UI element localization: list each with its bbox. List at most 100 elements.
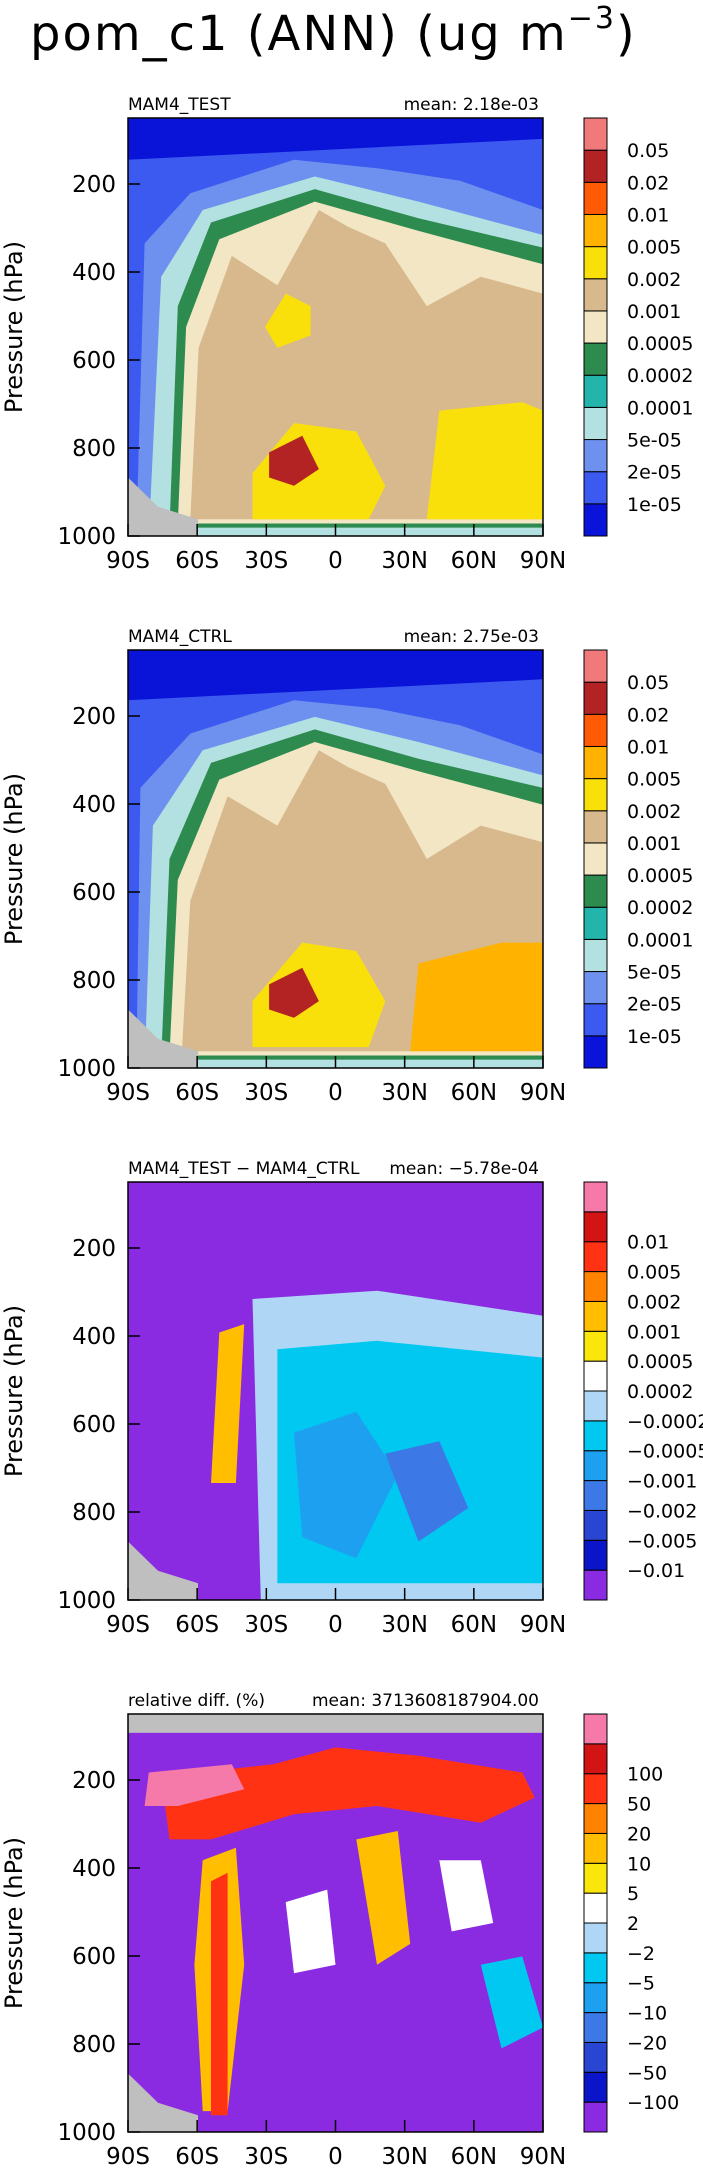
colorbar-label: 5 bbox=[627, 1883, 639, 1905]
colorbar-swatch bbox=[583, 971, 608, 1005]
colorbar-swatch bbox=[583, 2041, 608, 2073]
y-tick-label: 800 bbox=[72, 2032, 116, 2058]
contour-region bbox=[410, 942, 543, 1052]
contour-region bbox=[269, 435, 319, 486]
contour-region bbox=[269, 967, 319, 1018]
colorbar-swatch bbox=[583, 1803, 608, 1834]
contour-region bbox=[356, 1831, 411, 1965]
colorbar-label: 1e-05 bbox=[627, 494, 682, 516]
colorbar-label: 0.01 bbox=[627, 736, 669, 758]
colorbar-label: 2 bbox=[627, 1913, 639, 1935]
missing-data-region bbox=[128, 2073, 198, 2132]
colorbar-swatch bbox=[583, 2101, 608, 2133]
colorbar-swatch bbox=[583, 1300, 608, 1332]
contour-region bbox=[265, 293, 311, 348]
colorbar-swatch bbox=[583, 1539, 608, 1571]
x-tick-label: 60N bbox=[451, 1080, 497, 1106]
y-tick-label: 200 bbox=[72, 172, 116, 198]
colorbar-swatch bbox=[583, 246, 608, 280]
colorbar-label: 0.0002 bbox=[627, 365, 693, 387]
colorbar-swatch bbox=[583, 471, 608, 505]
x-tick-label: 90N bbox=[520, 2144, 566, 2170]
colorbar-swatch bbox=[583, 1330, 608, 1362]
colorbar-label: −5 bbox=[627, 1973, 655, 1995]
contour-region bbox=[252, 942, 386, 1048]
colorbar-label: −0.0002 bbox=[627, 1411, 703, 1433]
colorbar-2: 1e-05 2e-05 5e-05 0.0001 0.0002 0.0005 0.001 0.… bbox=[583, 649, 693, 1069]
colorbar-swatch bbox=[583, 1003, 608, 1037]
x-tick-label: 60S bbox=[175, 1612, 219, 1638]
colorbar-label: 0.001 bbox=[627, 301, 681, 323]
colorbar-swatch bbox=[583, 1862, 608, 1894]
colorbar-label: 0.0005 bbox=[627, 333, 693, 355]
contour-region bbox=[480, 1956, 543, 2049]
colorbar-label: 0.002 bbox=[627, 269, 681, 291]
panel-2: MAM4_CTRL mean: 2.75e-03 90S 60S 30S 0 30N 60N 9… bbox=[0, 627, 693, 1106]
x-tick-label: 60S bbox=[175, 2144, 219, 2170]
x-tick-label: 30S bbox=[244, 2144, 288, 2170]
colorbar-3: −0.01 −0.005 −0.002 −0.001 −0.0005 −0.0002 0.0… bbox=[583, 1181, 703, 1601]
colorbar-label: 0.0005 bbox=[627, 865, 693, 887]
y-axis-label: Pressure (hPa) bbox=[0, 241, 28, 413]
colorbar-swatch bbox=[583, 117, 608, 151]
colorbar-swatch bbox=[583, 874, 608, 908]
y-tick-label: 800 bbox=[72, 436, 116, 462]
colorbar-swatch bbox=[583, 2012, 608, 2043]
colorbar-label: 0.005 bbox=[627, 769, 681, 791]
x-tick-label: 90N bbox=[520, 1080, 566, 1106]
colorbar-swatch bbox=[583, 1480, 608, 1511]
x-tick-label: 0 bbox=[328, 2144, 343, 2170]
x-tick-label: 90S bbox=[106, 548, 150, 574]
colorbar-label: −50 bbox=[627, 2062, 667, 2084]
y-tick-label: 600 bbox=[72, 1944, 116, 1970]
y-tick-label: 600 bbox=[72, 348, 116, 374]
x-tick-label: 60S bbox=[175, 1080, 219, 1106]
x-tick-label: 90S bbox=[106, 2144, 150, 2170]
colorbar-label: 0.01 bbox=[627, 1232, 669, 1254]
colorbar-swatch bbox=[583, 406, 608, 441]
colorbar-label: 0.0001 bbox=[627, 397, 693, 419]
colorbar-label: −10 bbox=[627, 2003, 667, 2025]
colorbar-label: 0.01 bbox=[627, 204, 669, 226]
colorbar-swatch bbox=[583, 181, 608, 215]
colorbar-label: −2 bbox=[627, 1943, 655, 1965]
panel-left-title: MAM4_CTRL bbox=[128, 627, 232, 647]
colorbar-swatch bbox=[583, 1892, 608, 1924]
colorbar-swatch bbox=[583, 713, 608, 747]
contour-region bbox=[211, 1872, 228, 2116]
contour-fills-2 bbox=[128, 679, 543, 1068]
colorbar-swatch bbox=[583, 310, 608, 344]
colorbar-label: −20 bbox=[627, 2032, 667, 2054]
colorbar-label: 0.02 bbox=[627, 704, 669, 726]
colorbar-label: 0.02 bbox=[627, 172, 669, 194]
colorbar-swatch bbox=[583, 938, 608, 973]
colorbar-swatch bbox=[583, 1952, 608, 1984]
figure-title: pom_c1 (ANN) (ug m−3) bbox=[30, 1, 637, 62]
colorbar-label: 5e-05 bbox=[627, 962, 682, 984]
panel-1: MAM4_TEST mean: 2.18e-03 90S 60S 30S 0 30N 60N 9… bbox=[0, 95, 693, 574]
colorbar-swatch bbox=[583, 1832, 608, 1864]
colorbar-swatch bbox=[583, 1360, 608, 1392]
y-tick-label: 200 bbox=[72, 1768, 116, 1794]
colorbar-swatch bbox=[583, 503, 608, 537]
colorbar-swatch bbox=[583, 1035, 608, 1069]
colorbar-swatch bbox=[583, 778, 608, 812]
colorbar-label: 0.0005 bbox=[627, 1351, 693, 1373]
colorbar-label: 50 bbox=[627, 1794, 651, 1816]
colorbar-label: −0.002 bbox=[627, 1500, 697, 1522]
y-tick-label: 400 bbox=[72, 792, 116, 818]
y-tick-label: 1000 bbox=[57, 524, 116, 550]
y-axis-label: Pressure (hPa) bbox=[0, 773, 28, 945]
x-tick-label: 30N bbox=[381, 1080, 427, 1106]
colorbar-label: 0.05 bbox=[627, 672, 669, 694]
colorbar-swatch bbox=[583, 1713, 608, 1745]
missing-data-region bbox=[128, 1009, 198, 1068]
contour-fills-4 bbox=[128, 1714, 543, 2132]
colorbar-label: 0.005 bbox=[627, 1262, 681, 1284]
colorbar-4: −100 −50 −20 −10 −5 −2 2 5 10 20 50 100 bbox=[583, 1713, 679, 2133]
x-tick-label: 0 bbox=[328, 1612, 343, 1638]
x-tick-label: 30S bbox=[244, 1080, 288, 1106]
colorbar-label: 0.05 bbox=[627, 140, 669, 162]
colorbar-swatch bbox=[583, 278, 608, 312]
colorbar-label: 0.0002 bbox=[627, 897, 693, 919]
